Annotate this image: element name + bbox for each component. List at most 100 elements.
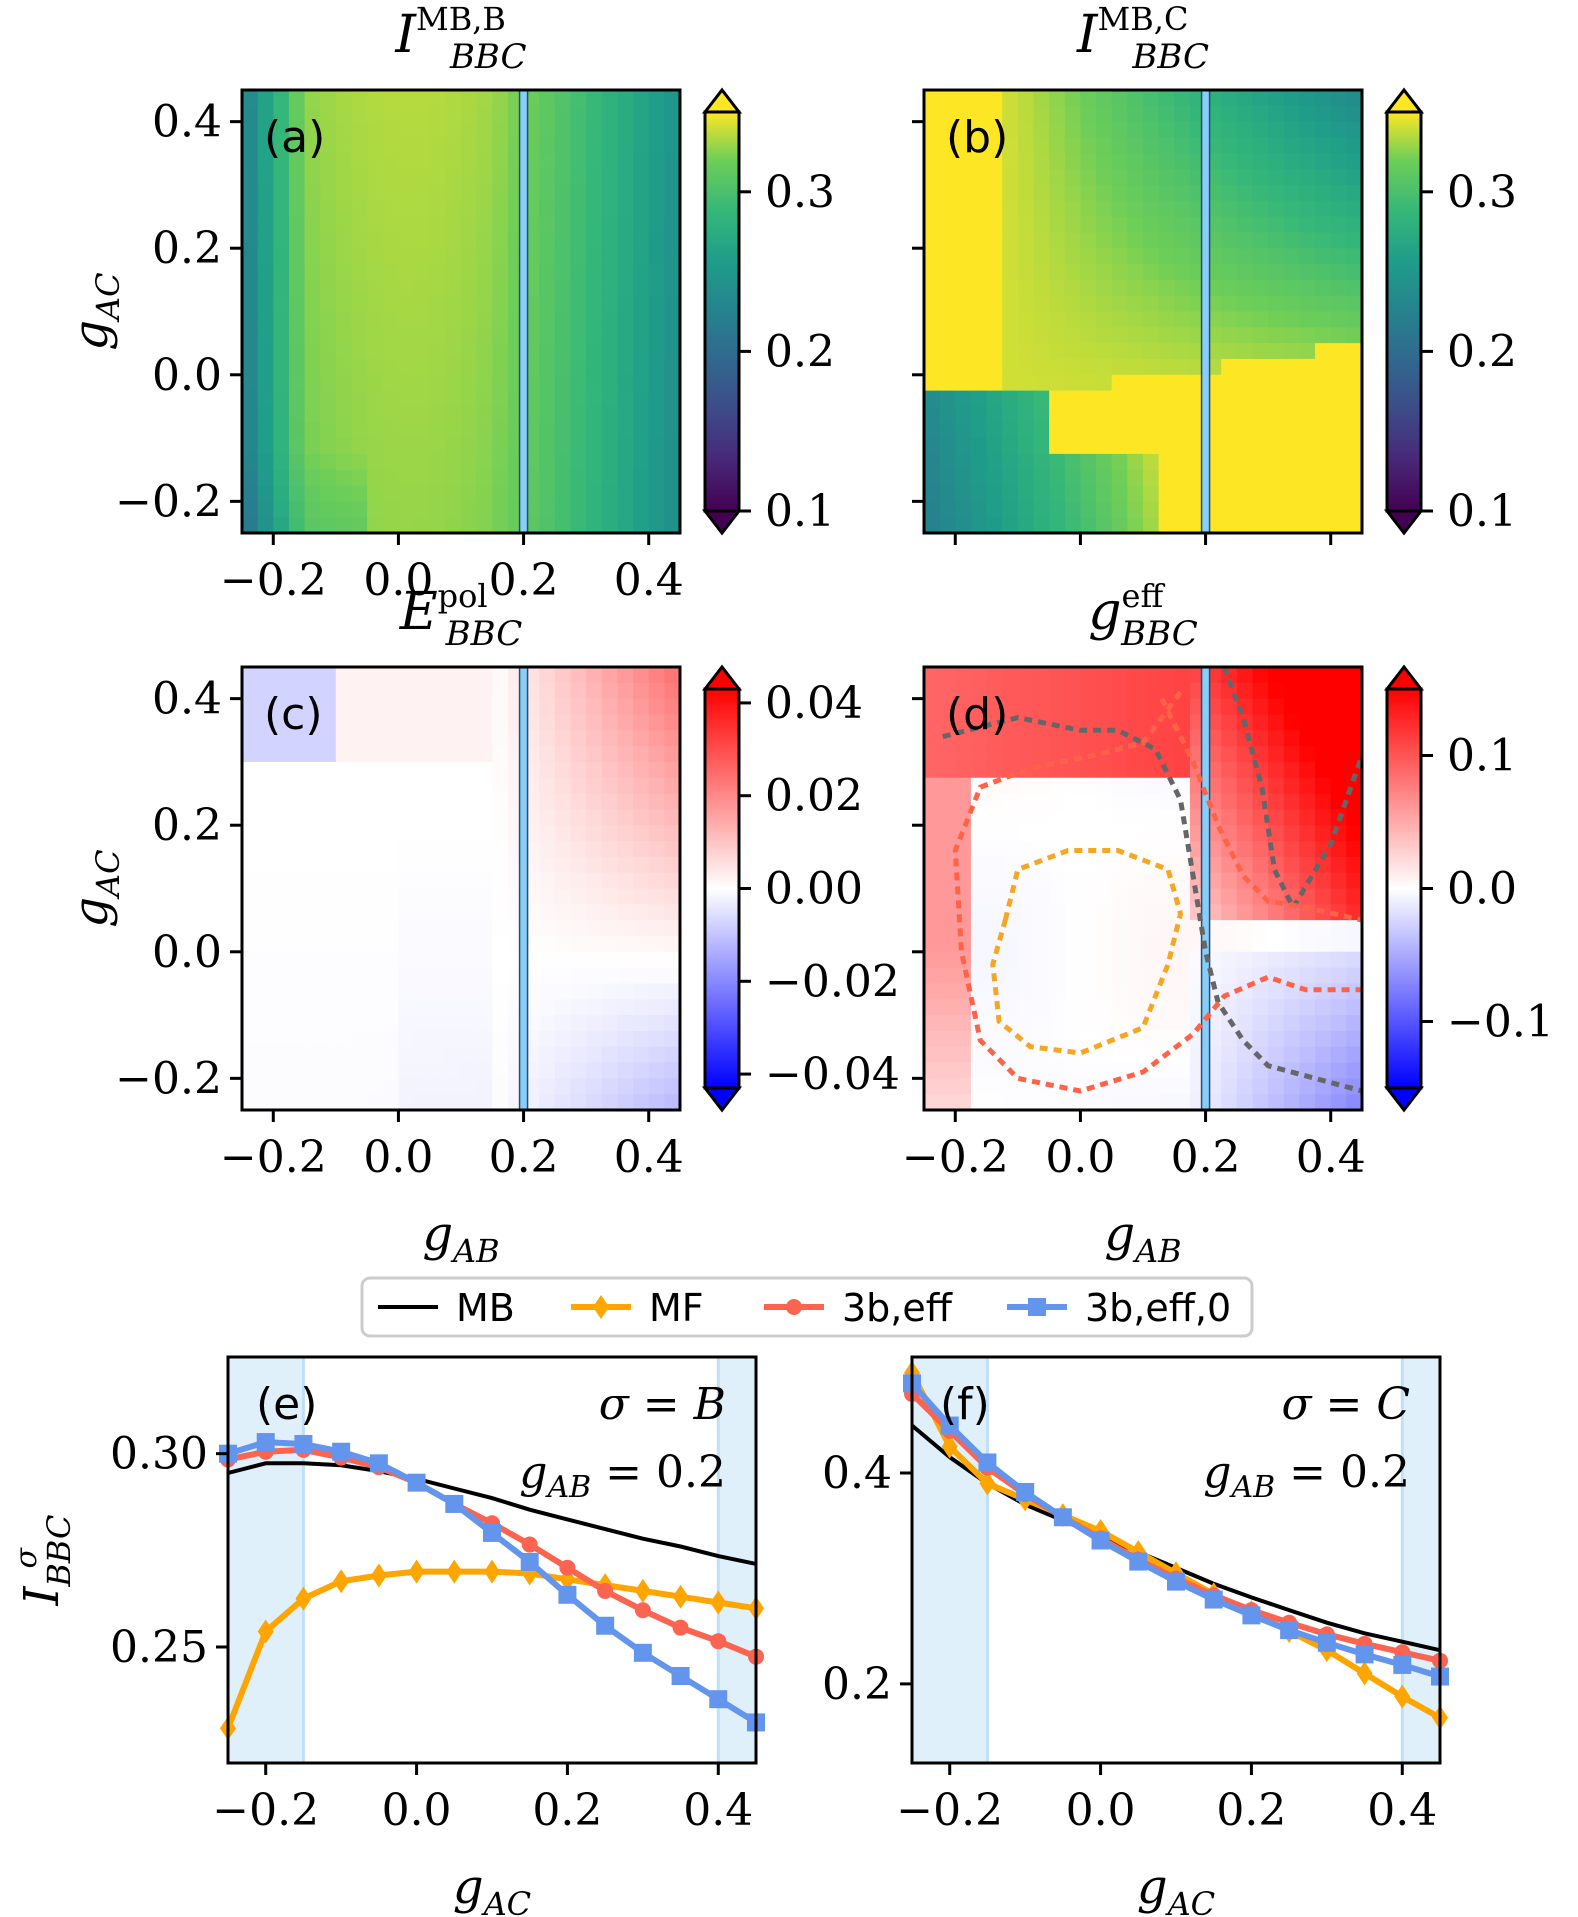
heatmap-cell — [1049, 264, 1066, 281]
series-3b-eff-0 — [219, 1433, 765, 1732]
heatmap-cell — [461, 777, 478, 795]
heatmap-cell — [601, 935, 619, 953]
heatmap-cell — [1096, 793, 1113, 810]
heatmap-cell — [1299, 438, 1316, 455]
data-point — [1204, 1590, 1223, 1609]
heatmap-cell — [939, 501, 956, 518]
heatmap-cell — [1236, 517, 1254, 534]
heatmap-cell — [570, 1015, 587, 1032]
heatmap-cell — [648, 1046, 665, 1064]
heatmap-cell — [476, 999, 493, 1016]
heatmap-cell — [461, 809, 478, 826]
heatmap-cell — [320, 295, 337, 313]
heatmap-cell — [955, 777, 972, 795]
heatmap-cell — [335, 667, 353, 684]
heatmap-cell — [939, 438, 956, 455]
heatmap-cell — [1158, 682, 1175, 700]
heatmap-cell — [304, 343, 321, 360]
heatmap-cell — [986, 216, 1003, 233]
heatmap-cell — [1017, 343, 1035, 360]
heatmap-cell — [955, 343, 972, 360]
heatmap-cell — [1143, 682, 1160, 700]
heatmap-cell — [986, 343, 1003, 360]
heatmap-cell — [986, 153, 1003, 170]
heatmap-cell — [664, 920, 681, 937]
heatmap-cell — [242, 761, 259, 779]
heatmap-cell — [1111, 121, 1128, 139]
heatmap-cell — [554, 90, 572, 107]
heatmap-cell — [1017, 137, 1035, 154]
heatmap-cell — [1158, 358, 1175, 376]
heatmap-cell — [601, 232, 619, 249]
heatmap-cell — [1096, 327, 1113, 344]
heatmap-cell — [648, 714, 665, 731]
heatmap-cell — [288, 232, 306, 249]
heatmap-cell — [414, 904, 431, 921]
heatmap-cell — [554, 809, 572, 826]
heatmap-cell — [939, 841, 956, 858]
heatmap-cell — [1127, 1046, 1144, 1064]
heatmap-cell — [461, 935, 478, 953]
data-point — [1394, 1684, 1411, 1709]
heatmap-cell — [351, 1015, 368, 1032]
heatmap-cell — [1299, 967, 1316, 985]
heatmap-cell — [1268, 761, 1285, 779]
heatmap-cell — [986, 422, 1003, 439]
heatmap-cell — [367, 667, 384, 684]
heatmap-cell — [288, 105, 306, 123]
heatmap-cell — [1221, 390, 1238, 408]
heatmap-cell — [1221, 200, 1238, 218]
heatmap-cell — [664, 469, 681, 487]
heatmap-cell — [1330, 153, 1347, 170]
heatmap-cell — [429, 358, 446, 376]
heatmap-cell — [445, 888, 462, 905]
heatmap-cell — [1096, 232, 1113, 249]
heatmap-cell — [601, 1046, 619, 1064]
heatmap-cell — [1268, 279, 1285, 297]
y-tick-label: 0.4 — [822, 1448, 892, 1499]
heatmap-cell — [1299, 517, 1316, 534]
heatmap-cell — [539, 714, 556, 731]
heatmap-cell — [414, 746, 431, 763]
chart-title: Epol BBC — [399, 577, 523, 654]
heatmap-cell — [586, 983, 603, 1000]
heatmap-cell — [257, 1046, 274, 1064]
heatmap-cell — [320, 390, 337, 408]
heatmap-cell — [476, 184, 493, 202]
heatmap-cell — [1346, 343, 1363, 360]
heatmap-cell — [304, 327, 321, 344]
heatmap-cell — [1346, 390, 1363, 408]
heatmap-cell — [398, 485, 415, 502]
heatmap-cell — [242, 216, 259, 233]
heatmap-cell — [367, 248, 384, 265]
heatmap-cell — [382, 200, 400, 218]
heatmap-cell — [617, 935, 634, 953]
heatmap-cell — [1283, 248, 1301, 265]
heatmap-cell — [1096, 667, 1113, 684]
heatmap-cell — [382, 169, 400, 186]
heatmap-cell — [492, 872, 509, 890]
heatmap-cell — [257, 485, 274, 502]
heatmap-cell — [1252, 1015, 1269, 1032]
heatmap-cell — [633, 216, 650, 233]
heatmap-cell — [633, 746, 650, 763]
heatmap-cell — [970, 920, 988, 937]
heatmap-cell — [398, 1078, 415, 1095]
heatmap-cell — [970, 1094, 988, 1111]
heatmap-cell — [1080, 295, 1097, 313]
heatmap-cell — [1299, 216, 1316, 233]
heatmap-cell — [1346, 698, 1363, 716]
contour-line — [1221, 666, 1365, 913]
heatmap-cell — [1283, 682, 1301, 700]
heatmap-cell — [1143, 761, 1160, 779]
heatmap-cell — [273, 374, 290, 392]
heatmap-cell — [601, 469, 619, 487]
heatmap-cell — [1299, 374, 1316, 392]
heatmap-cell — [1111, 667, 1128, 684]
series-MB — [227, 1461, 757, 1566]
heatmap-cell — [586, 438, 603, 455]
heatmap-cell — [601, 90, 619, 107]
heatmap-cell — [1111, 153, 1128, 170]
heatmap-cell — [382, 682, 400, 700]
